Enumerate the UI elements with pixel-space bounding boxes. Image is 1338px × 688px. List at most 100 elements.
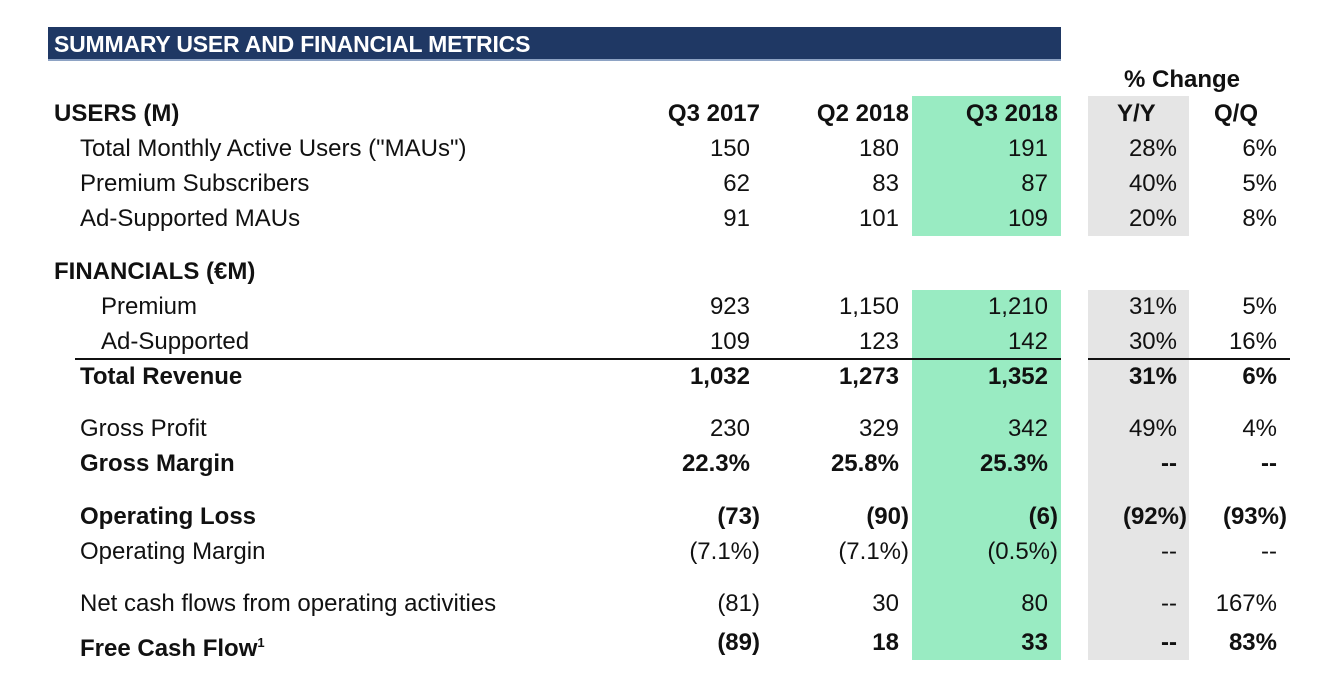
cell-qq: -- [1261, 538, 1277, 565]
cell-q2-2018: 329 [858, 415, 899, 442]
cell-qq: 83% [1228, 629, 1277, 656]
cell-q2-2018: 101 [858, 205, 899, 232]
table-row: Operating Margin (7.1%) (7.1%) (0.5%) -- -- [0, 535, 1338, 569]
financials-header: FINANCIALS (€M) [54, 258, 256, 285]
row-label-text: Net cash flows from operating activities [80, 590, 497, 617]
financials-header-row: FINANCIALS (€M) [0, 255, 1338, 289]
cell-q3-2017: (73) [717, 503, 760, 530]
row-label-text: Ad-Supported MAUs [80, 205, 301, 232]
table-row: Operating Loss (73) (90) (6) (92%) (93%) [0, 500, 1338, 534]
table-row: Free Cash Flow1 (89) 18 33 -- 83% [0, 626, 1338, 662]
table-row: Premium Subscribers 62 83 87 40% 5% [0, 167, 1338, 201]
cell-qq: 4% [1242, 415, 1277, 442]
row-label-text: Premium [101, 293, 198, 320]
cell-q3-2018: 25.3% [979, 450, 1048, 477]
cell-yy: (92%) [1122, 503, 1187, 530]
row-label: Total Revenue [80, 360, 242, 394]
cell-q3-2018: 87 [1021, 170, 1048, 197]
row-label: Gross Profit [80, 412, 207, 446]
cell-yy: -- [1161, 538, 1177, 565]
cell-q2-2018: 30 [872, 590, 899, 617]
row-label: Total Monthly Active Users ("MAUs") [80, 132, 466, 166]
table-row: Gross Margin 22.3% 25.8% 25.3% -- -- [0, 447, 1338, 481]
cell-q3-2018: 142 [1007, 328, 1048, 355]
cell-q3-2017: 22.3% [681, 450, 750, 477]
cell-q3-2018: 1,352 [987, 363, 1048, 390]
cell-q3-2017: (7.1%) [689, 538, 760, 565]
col-q2-2018: Q2 2018 [816, 100, 909, 127]
row-label: Operating Margin [80, 535, 265, 569]
cell-q3-2018: (6) [1028, 503, 1058, 530]
table-row: Gross Profit 230 329 342 49% 4% [0, 412, 1338, 446]
total-rule-change [1088, 358, 1290, 360]
pct-change-header: % Change [0, 63, 1338, 97]
cell-qq: 5% [1242, 170, 1277, 197]
cell-qq: 5% [1242, 293, 1277, 320]
cell-q3-2017: 91 [723, 205, 750, 232]
cell-q3-2017: (81) [717, 590, 760, 617]
cell-q3-2018: 109 [1007, 205, 1048, 232]
table-row: Net cash flows from operating activities… [0, 587, 1338, 621]
col-q3-2017: Q3 2017 [667, 100, 760, 127]
cell-yy: 31% [1128, 363, 1177, 390]
cell-q3-2018: 191 [1007, 135, 1048, 162]
page-title: SUMMARY USER AND FINANCIAL METRICS [54, 31, 531, 57]
cell-q3-2018: (0.5%) [987, 538, 1058, 565]
cell-yy: 49% [1128, 415, 1177, 442]
row-label-text: Operating Loss [80, 503, 257, 530]
cell-q3-2017: 109 [709, 328, 750, 355]
cell-q2-2018: (7.1%) [838, 538, 909, 565]
row-label: Net cash flows from operating activities [80, 587, 496, 621]
cell-qq: -- [1261, 450, 1277, 477]
yy-shade-financials [1088, 290, 1189, 660]
cell-q3-2017: 1,032 [689, 363, 750, 390]
cell-yy: -- [1161, 450, 1177, 477]
row-label-text: Gross Profit [80, 415, 207, 442]
cell-yy: 31% [1128, 293, 1177, 320]
highlight-q3-2018-financials [912, 290, 1061, 660]
cell-q2-2018: 83 [872, 170, 899, 197]
row-label-text: Operating Margin [80, 538, 266, 565]
row-label: Premium Subscribers [80, 167, 309, 201]
cell-q2-2018: 1,150 [838, 293, 899, 320]
cell-qq: 167% [1215, 590, 1277, 617]
cell-q2-2018: (90) [866, 503, 909, 530]
cell-q2-2018: 18 [872, 629, 899, 656]
cell-q2-2018: 1,273 [838, 363, 899, 390]
row-label: Ad-Supported MAUs [80, 202, 300, 236]
table-row: Total Revenue 1,032 1,273 1,352 31% 6% [0, 360, 1338, 394]
row-label-text: Free Cash Flow [80, 635, 258, 662]
table-row: Ad-Supported 109 123 142 30% 16% [0, 325, 1338, 359]
cell-q2-2018: 123 [858, 328, 899, 355]
cell-yy: 28% [1128, 135, 1177, 162]
cell-qq: 6% [1242, 363, 1277, 390]
row-label: Gross Margin [80, 447, 235, 481]
cell-q2-2018: 180 [858, 135, 899, 162]
row-label: Ad-Supported [101, 325, 249, 359]
highlight-q3-2018-users [912, 96, 1061, 236]
yy-shade-users [1088, 96, 1189, 236]
cell-q3-2018: 33 [1021, 629, 1048, 656]
cell-qq: 16% [1228, 328, 1277, 355]
row-label-text: Gross Margin [80, 450, 235, 477]
row-label: Premium [101, 290, 197, 324]
row-label: Free Cash Flow1 [80, 626, 265, 666]
cell-q3-2017: 150 [709, 135, 750, 162]
row-label-text: Total Revenue [80, 363, 243, 390]
cell-yy: 40% [1128, 170, 1177, 197]
cell-yy: -- [1161, 629, 1177, 656]
footnote-marker: 1 [257, 635, 265, 650]
pct-change-label: % Change [1124, 66, 1241, 93]
cell-q3-2017: 923 [709, 293, 750, 320]
users-header: USERS (M) [54, 100, 180, 127]
cell-yy: 20% [1128, 205, 1177, 232]
table-row: Premium 923 1,150 1,210 31% 5% [0, 290, 1338, 324]
cell-q3-2017: 230 [709, 415, 750, 442]
cell-yy: -- [1161, 590, 1177, 617]
cell-q3-2017: (89) [717, 629, 760, 656]
table-row: Total Monthly Active Users ("MAUs") 150 18… [0, 132, 1338, 166]
title-band: SUMMARY USER AND FINANCIAL METRICS [48, 27, 1061, 61]
header-row: USERS (M) Q3 2017 Q2 2018 Q3 2018 Y/Y Q/… [0, 97, 1338, 131]
row-label-text: Ad-Supported [101, 328, 250, 355]
row-label-text: Total Monthly Active Users ("MAUs") [80, 135, 467, 162]
